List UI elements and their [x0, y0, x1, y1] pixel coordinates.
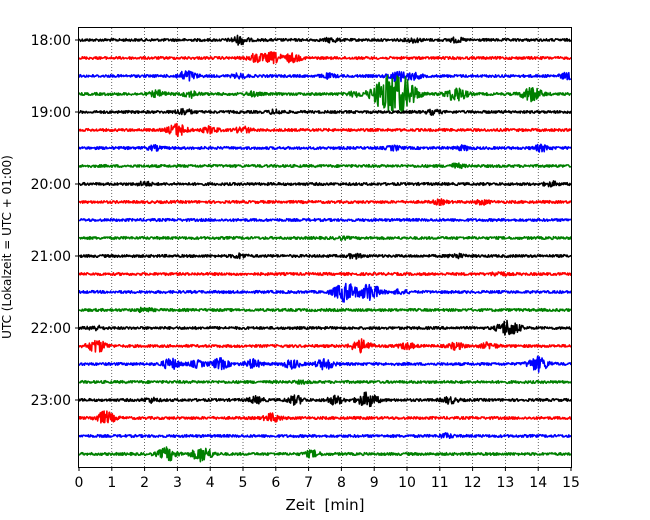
x-tick-label: 5 [239, 475, 248, 491]
seismogram-trace [78, 432, 572, 439]
x-tick-label: 2 [140, 475, 149, 491]
seismogram-trace [78, 51, 572, 65]
x-tick-label: 4 [206, 475, 215, 491]
y-tick-label: 18:00 [31, 33, 71, 49]
seismogram-trace [78, 338, 572, 354]
seismogram-trace [78, 379, 572, 385]
seismogram-trace [78, 319, 572, 336]
seismogram-trace [78, 70, 572, 83]
x-tick-label: 0 [75, 475, 84, 491]
seismogram-trace [78, 306, 572, 314]
seismogram-trace [78, 410, 572, 424]
seismogram-traces [78, 34, 572, 463]
seismogram-trace [78, 74, 572, 114]
seismogram-trace [78, 107, 572, 116]
x-tick-label: 3 [173, 475, 182, 491]
x-tick-label: 6 [271, 475, 280, 491]
seismogram-trace [78, 446, 572, 463]
seismogram-trace [78, 162, 572, 170]
x-axis-label: Zeit [min] [285, 496, 364, 514]
x-tick-label: 14 [529, 475, 547, 491]
seismogram-trace [78, 252, 572, 260]
y-axis-label: UTC (Lokalzeit = UTC + 01:00) [0, 155, 14, 339]
plot-frame [78, 27, 572, 468]
x-tick-label: 9 [370, 475, 379, 491]
y-tick-label: 23:00 [31, 393, 71, 409]
seismogram-trace [78, 180, 572, 188]
y-tick-label: 19:00 [31, 105, 71, 121]
y-axis: 18:00 19:00 20:00 21:00 22:00 23:00 [31, 33, 79, 409]
seismogram-trace [78, 198, 572, 206]
y-tick-label: 21:00 [31, 249, 71, 265]
seismogram-trace [78, 355, 572, 373]
y-tick-label: 22:00 [31, 321, 71, 337]
x-tick-label: 12 [464, 475, 482, 491]
x-tick-label: 7 [304, 475, 313, 491]
x-tick-label: 8 [337, 475, 346, 491]
seismogram-trace [78, 282, 572, 303]
y-tick-label: 20:00 [31, 177, 71, 193]
seismogram-trace [78, 34, 572, 46]
seismogram-trace [78, 143, 572, 153]
seismogram-trace [78, 217, 572, 223]
x-axis: 0 1 2 3 4 5 6 7 8 9 10 11 12 13 14 15 [75, 467, 580, 491]
x-tick-label: 1 [107, 475, 116, 491]
x-tick-label: 13 [496, 475, 514, 491]
x-tick-label: 15 [562, 475, 580, 491]
seismogram-trace [78, 391, 572, 408]
seismogram-trace [78, 122, 572, 138]
grid [111, 28, 539, 467]
x-tick-label: 11 [431, 475, 449, 491]
x-tick-label: 10 [398, 475, 416, 491]
seismogram-trace [78, 235, 572, 241]
seismogram-trace [78, 271, 572, 277]
